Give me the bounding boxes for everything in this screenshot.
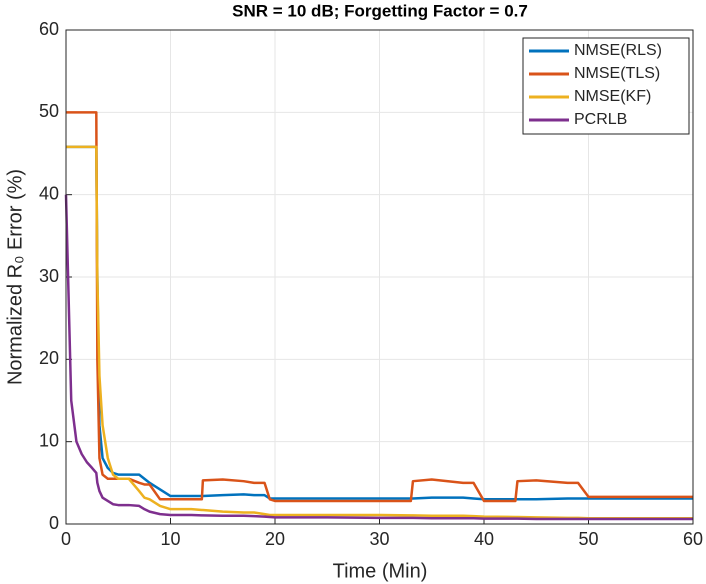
legend-label: PCRLB	[574, 111, 627, 128]
y-tick-label: 10	[39, 430, 59, 450]
x-axis-label: Time (Min)	[333, 560, 428, 582]
y-tick-label: 60	[39, 19, 59, 39]
x-tick-label: 20	[265, 529, 285, 549]
x-tick-label: 60	[683, 529, 703, 549]
line-series	[64, 194, 693, 521]
chart-title: SNR = 10 dB; Forgetting Factor = 0.7	[232, 1, 528, 20]
y-tick-label: 30	[39, 266, 59, 286]
line-series	[66, 111, 693, 503]
x-tick-label: 40	[474, 529, 494, 549]
x-tick-label: 0	[61, 529, 71, 549]
y-tick-label: 20	[39, 348, 59, 368]
x-tick-label: 30	[369, 529, 389, 549]
legend-label: NMSE(TLS)	[574, 65, 660, 82]
y-tick-label: 50	[39, 101, 59, 121]
legend-label: NMSE(KF)	[574, 88, 651, 105]
y-tick-label: 0	[49, 513, 59, 533]
y-tick-label: 40	[39, 183, 59, 203]
legend-box	[522, 37, 690, 135]
plot-frame	[65, 29, 694, 525]
x-tick-label: 50	[578, 529, 598, 549]
y-axis-label: Normalized R₀ Error (%)	[4, 169, 26, 385]
legend-label: NMSE(RLS)	[574, 42, 662, 59]
line-series	[66, 145, 693, 520]
x-tick-label: 10	[160, 529, 180, 549]
